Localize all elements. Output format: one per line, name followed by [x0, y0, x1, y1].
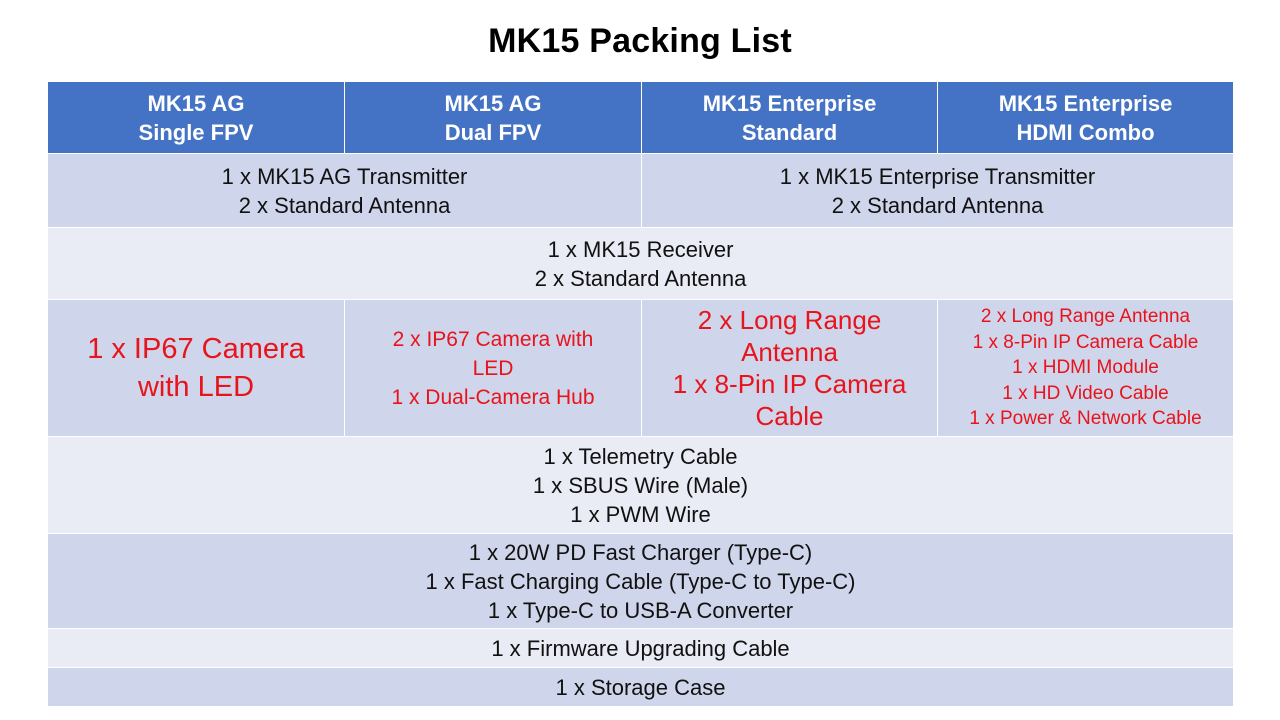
cell-cables: 1 x Telemetry Cable 1 x SBUS Wire (Male)…	[47, 436, 1234, 534]
item-line: 2 x Long Range Antenna	[980, 306, 1191, 328]
item-line: 1 x IP67 Camera	[87, 333, 305, 365]
table-row-camera: 1 x IP67 Camera with LED 2 x IP67 Camera…	[47, 299, 1234, 437]
item-line: Antenna	[741, 337, 838, 367]
cell-firmware: 1 x Firmware Upgrading Cable	[47, 628, 1234, 668]
item-line: 2 x Standard Antenna	[831, 192, 1044, 218]
item-line: 1 x PWM Wire	[570, 501, 711, 527]
item-line: 1 x 20W PD Fast Charger (Type-C)	[468, 539, 813, 565]
item-line: 2 x IP67 Camera with	[392, 327, 594, 351]
header-line: MK15 AG	[444, 90, 542, 116]
item-line: with LED	[137, 371, 255, 403]
header-line: MK15 Enterprise	[702, 90, 877, 116]
item-line: 1 x HDMI Module	[1012, 357, 1159, 379]
header-line: Dual FPV	[444, 119, 542, 145]
item-line: 1 x MK15 AG Transmitter	[221, 163, 468, 189]
item-line: 1 x Fast Charging Cable (Type-C to Type-…	[425, 568, 856, 594]
cell-camera-ent-hdmi: 2 x Long Range Antenna 1 x 8-Pin IP Came…	[937, 299, 1234, 437]
table-row-receiver: 1 x MK15 Receiver 2 x Standard Antenna	[47, 227, 1234, 300]
item-line: 2 x Long Range	[697, 305, 882, 335]
cell-camera-ent-standard: 2 x Long Range Antenna 1 x 8-Pin IP Came…	[641, 299, 938, 437]
item-line: Cable	[755, 401, 824, 431]
column-header-ent-standard: MK15 Enterprise Standard	[641, 81, 938, 154]
cell-enterprise-transmitter: 1 x MK15 Enterprise Transmitter 2 x Stan…	[641, 153, 1234, 228]
header-line: MK15 Enterprise	[998, 90, 1173, 116]
item-line: 1 x Storage Case	[555, 674, 726, 700]
table-row-cables: 1 x Telemetry Cable 1 x SBUS Wire (Male)…	[47, 436, 1234, 534]
item-line: 1 x MK15 Receiver	[547, 236, 734, 262]
column-header-ent-hdmi: MK15 Enterprise HDMI Combo	[937, 81, 1234, 154]
cell-receiver: 1 x MK15 Receiver 2 x Standard Antenna	[47, 227, 1234, 300]
item-line: 1 x Type-C to USB-A Converter	[487, 597, 794, 623]
item-line: 1 x Power & Network Cable	[969, 408, 1202, 430]
item-line: LED	[472, 356, 514, 380]
cell-ag-transmitter: 1 x MK15 AG Transmitter 2 x Standard Ant…	[47, 153, 642, 228]
item-line: 1 x MK15 Enterprise Transmitter	[779, 163, 1096, 189]
header-row: MK15 AG Single FPV MK15 AG Dual FPV MK15 E…	[47, 81, 1234, 154]
item-line: 1 x SBUS Wire (Male)	[532, 472, 749, 498]
page-title: MK15 Packing List	[488, 22, 792, 60]
cell-camera-ag-dual: 2 x IP67 Camera with LED 1 x Dual-Camera…	[344, 299, 642, 437]
column-header-ag-dual: MK15 AG Dual FPV	[344, 81, 642, 154]
table-row-charging: 1 x 20W PD Fast Charger (Type-C) 1 x Fas…	[47, 533, 1234, 629]
header-line: MK15 AG	[147, 90, 245, 116]
item-line: 1 x Telemetry Cable	[543, 443, 738, 469]
item-line: 1 x 8-Pin IP Camera Cable	[972, 331, 1199, 353]
item-line: 2 x Standard Antenna	[238, 192, 451, 218]
table-row-firmware: 1 x Firmware Upgrading Cable	[47, 628, 1234, 668]
cell-charging: 1 x 20W PD Fast Charger (Type-C) 1 x Fas…	[47, 533, 1234, 629]
item-line: 2 x Standard Antenna	[534, 265, 747, 291]
cell-camera-ag-single: 1 x IP67 Camera with LED	[47, 299, 345, 437]
header-line: Standard	[741, 119, 838, 145]
table-row-transmitter: 1 x MK15 AG Transmitter 2 x Standard Ant…	[47, 153, 1234, 228]
header-line: HDMI Combo	[1016, 119, 1155, 145]
column-header-ag-single: MK15 AG Single FPV	[47, 81, 345, 154]
cell-storage: 1 x Storage Case	[47, 667, 1234, 707]
item-line: 1 x Dual-Camera Hub	[391, 385, 595, 409]
table-row-storage: 1 x Storage Case	[47, 667, 1234, 707]
item-line: 1 x 8-Pin IP Camera	[672, 369, 907, 399]
item-line: 1 x Firmware Upgrading Cable	[491, 635, 790, 661]
item-line: 1 x HD Video Cable	[1002, 382, 1169, 404]
packing-list-table: MK15 AG Single FPV MK15 AG Dual FPV MK15 E…	[47, 81, 1234, 707]
header-line: Single FPV	[138, 119, 254, 145]
